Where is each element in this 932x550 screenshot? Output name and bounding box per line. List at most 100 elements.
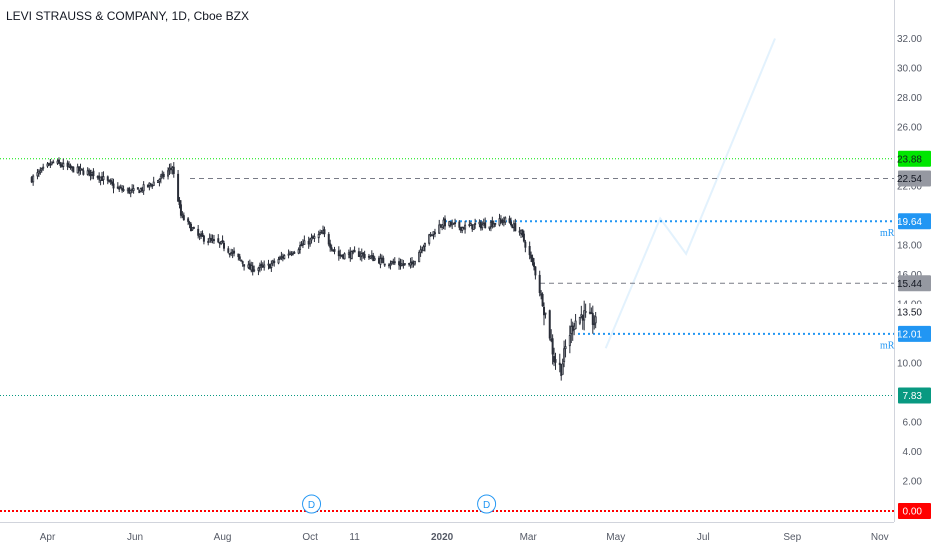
candle-body: [52, 161, 55, 164]
candle-body: [142, 184, 145, 192]
candle-body: [449, 221, 452, 226]
candle-body: [200, 233, 203, 236]
candle-body: [139, 188, 142, 192]
candle-body: [152, 181, 155, 186]
candle: [452, 222, 455, 225]
candle: [88, 168, 91, 177]
candle-body: [313, 236, 316, 239]
candle: [408, 262, 411, 267]
candle: [541, 292, 544, 307]
candle: [389, 260, 392, 270]
candle-body: [212, 239, 215, 241]
candle-body: [451, 222, 454, 226]
candle-body: [220, 241, 223, 245]
candle-body: [267, 263, 270, 266]
candle: [578, 316, 581, 326]
candle-body: [82, 170, 85, 175]
candle-body: [191, 227, 194, 231]
price-badge-label: 23.88: [897, 154, 922, 165]
candle: [489, 220, 492, 232]
candle: [290, 251, 293, 257]
candle: [82, 167, 85, 176]
price-badge-bg: [898, 275, 931, 292]
candle-body: [469, 223, 472, 227]
candle: [267, 259, 270, 270]
candle-body: [128, 188, 131, 194]
candle: [594, 311, 597, 329]
candle-body: [106, 176, 109, 181]
candle-body: [409, 262, 412, 266]
candle-body: [210, 238, 213, 240]
candle: [322, 225, 325, 235]
candle: [359, 251, 362, 261]
candle-body: [402, 263, 405, 266]
candle: [544, 312, 547, 319]
candle-body: [270, 263, 273, 268]
candle: [179, 200, 182, 219]
candle: [167, 167, 170, 180]
candle: [92, 168, 95, 180]
candle-body: [330, 247, 333, 250]
candle: [228, 253, 231, 258]
candle: [551, 334, 554, 365]
candle-body: [428, 234, 431, 244]
candle-body: [146, 184, 149, 188]
dividend-event-marker[interactable]: D: [477, 494, 497, 514]
candle-body: [528, 246, 531, 256]
candle: [471, 224, 474, 232]
candle-body: [494, 222, 497, 225]
candle: [223, 240, 226, 252]
candle: [289, 250, 292, 256]
candle: [409, 257, 412, 269]
candle: [268, 263, 271, 269]
candle-body: [363, 254, 366, 258]
candle: [210, 234, 213, 244]
candle-body: [273, 260, 276, 264]
candle-body: [393, 261, 396, 264]
candle: [40, 167, 43, 173]
candle: [57, 157, 60, 165]
candle-body: [382, 257, 385, 264]
candle: [89, 169, 92, 181]
candle-body: [303, 240, 306, 245]
candle-body: [247, 264, 250, 268]
candle: [311, 235, 314, 239]
candle-body: [37, 170, 40, 174]
candle-body: [50, 161, 53, 165]
candle: [261, 262, 264, 268]
candle: [583, 300, 586, 331]
dividend-event-marker[interactable]: D: [302, 494, 322, 514]
chart-title: LEVI STRAUSS & COMPANY, 1D, Cboe BZX: [6, 9, 249, 23]
candle: [98, 172, 101, 183]
candle: [172, 162, 175, 178]
candle: [464, 220, 467, 234]
x-tick-label: Aug: [214, 532, 232, 543]
candle: [303, 235, 306, 245]
candle-body: [192, 227, 195, 229]
candle: [187, 216, 190, 226]
candle-body: [178, 200, 181, 206]
candle: [47, 162, 50, 167]
level-marker-label: mR: [880, 228, 895, 239]
price-badge-label: 13.50: [897, 307, 922, 318]
candle: [380, 254, 383, 264]
candle-body: [307, 240, 310, 245]
candle-body: [370, 255, 373, 258]
candle-body: [66, 162, 69, 167]
candle-body: [534, 266, 537, 276]
candle-body: [392, 261, 395, 264]
candle: [530, 251, 533, 262]
candle-body: [96, 176, 99, 178]
candle-body: [498, 218, 501, 226]
candle-body: [389, 263, 392, 266]
candle: [112, 178, 115, 194]
candle: [159, 173, 162, 184]
candle-body: [88, 169, 91, 172]
candle: [208, 233, 211, 243]
candle: [413, 260, 416, 266]
price-badge-label: 7.83: [903, 391, 923, 402]
candle: [323, 226, 326, 238]
candle-body: [357, 251, 360, 257]
candle: [534, 266, 537, 280]
